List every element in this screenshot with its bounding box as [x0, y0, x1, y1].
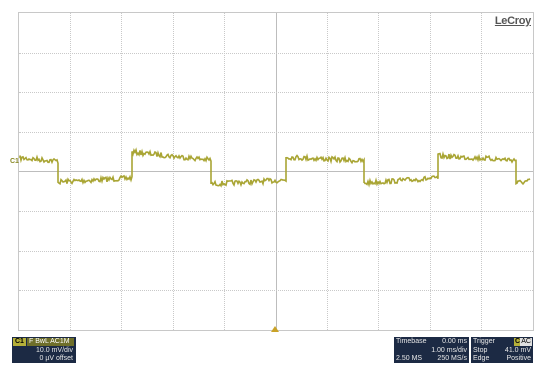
trigger-level: 41.0 mV: [504, 347, 531, 354]
grid-line-h: [19, 132, 533, 133]
waveform-path: [19, 147, 531, 188]
trace-group: [19, 147, 531, 188]
grid-line-h: [19, 53, 533, 54]
brand-logo: LeCroy: [494, 15, 531, 27]
timebase-samples: 2.50 MS: [396, 355, 423, 362]
trigger-mode: Stop: [473, 347, 488, 354]
channel-tag: C1: [13, 338, 26, 346]
channel-flags: F BwL AC1M: [27, 338, 74, 346]
channel-vdiv: 10.0 mV/div: [36, 347, 73, 354]
timebase-label: Timebase: [396, 338, 427, 345]
grid-center-h: [19, 171, 533, 172]
timebase-panel[interactable]: Timebase 0.00 ms 1.00 ms/div 2.50 MS 250…: [394, 337, 469, 363]
timebase-delay: 0.00 ms: [442, 338, 467, 345]
trigger-type: Edge: [473, 355, 490, 362]
scope-display: LeCroy: [18, 12, 534, 331]
timebase-tdiv: 1.00 ms/div: [431, 347, 467, 354]
trigger-panel[interactable]: Trigger C1 AC Stop 41.0 mV Edge Positive: [471, 337, 533, 363]
trigger-label: Trigger: [473, 338, 495, 345]
trigger-coupling: AC: [520, 338, 532, 346]
channel-marker[interactable]: C1: [10, 158, 19, 165]
channel-offset: 0 µV offset: [39, 355, 73, 362]
grid-line-h: [19, 211, 533, 212]
grid-line-h: [19, 92, 533, 93]
grid-line-h: [19, 290, 533, 291]
timebase-rate: 250 MS/s: [437, 355, 467, 362]
channel-info-panel[interactable]: C1 F BwL AC1M 10.0 mV/div 0 µV offset: [12, 337, 76, 363]
trigger-source: C1: [514, 338, 525, 346]
trigger-slope: Positive: [506, 355, 531, 362]
grid-line-h: [19, 251, 533, 252]
trigger-position-marker[interactable]: [271, 326, 279, 332]
